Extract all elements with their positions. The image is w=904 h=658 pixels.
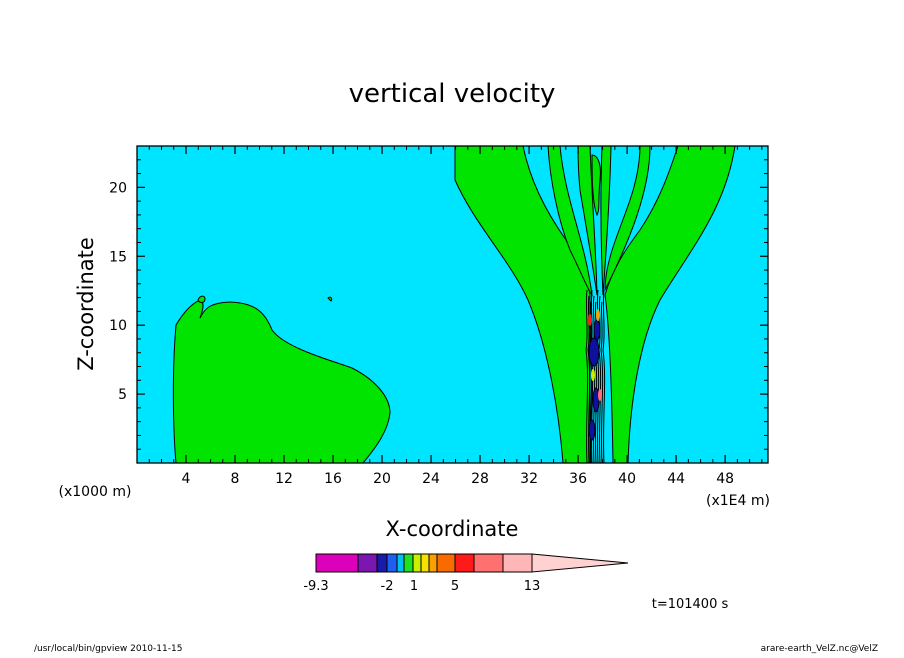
x-tick-label: 36 <box>569 471 587 487</box>
contour-small-dot <box>327 296 333 302</box>
contour-left-dot <box>197 295 206 303</box>
core-downdraft <box>593 319 601 341</box>
x-tick-label: 32 <box>520 471 538 487</box>
core-updraft <box>598 389 602 401</box>
contour-plume-inner-left <box>547 146 593 297</box>
contour-left-blob <box>172 299 391 463</box>
time-label: t=101400 s <box>652 597 729 612</box>
chart-title: vertical velocity <box>349 79 556 109</box>
y-tick-label: 15 <box>109 249 127 265</box>
colorbar-swatch <box>396 553 405 573</box>
x-tick-label: 16 <box>324 471 342 487</box>
convective-core <box>585 289 606 463</box>
core-streak <box>602 289 606 463</box>
colorbar-labels: -9.3 -2 1 5 13 <box>303 579 540 594</box>
colorbar-swatch <box>386 553 398 573</box>
x-tick-label: 12 <box>275 471 293 487</box>
x-tick-label: 20 <box>373 471 391 487</box>
y-unit-label: (x1000 m) <box>59 484 132 500</box>
colorbar-swatch <box>376 553 388 573</box>
colorbar-swatch <box>357 553 378 573</box>
core-downdraft <box>592 387 600 413</box>
x-tick-label: 40 <box>618 471 636 487</box>
contour-plume-outer <box>454 146 591 463</box>
colorbar-swatch <box>403 553 414 573</box>
colorbar-swatch <box>412 553 422 573</box>
footer-right: arare-earth_VelZ.nc@VelZ <box>761 644 878 654</box>
contour-fills <box>172 146 736 463</box>
contour-plume-inner-right <box>604 146 651 291</box>
x-tick-label: 8 <box>231 471 240 487</box>
y-tick-label: 10 <box>109 318 127 334</box>
x-unit-label: (x1E4 m) <box>706 493 770 509</box>
colorbar-swatch <box>436 553 456 573</box>
colorbar <box>315 553 629 573</box>
contour-plume-outer-right <box>604 146 736 463</box>
colorbar-swatch <box>502 553 533 573</box>
x-ticks: 4 8 12 16 20 24 28 32 36 40 44 48 <box>148 146 763 487</box>
x-tick-label: 24 <box>422 471 440 487</box>
core-updraft <box>596 309 600 321</box>
core-updraft <box>591 369 595 381</box>
colorbar-swatch <box>315 553 359 573</box>
contour-core-left <box>577 146 598 296</box>
core-streak <box>600 301 604 463</box>
footer-left: /usr/local/bin/gpview 2010-11-15 <box>34 644 182 654</box>
x-tick-label: 44 <box>667 471 685 487</box>
y-tick-label: 5 <box>118 387 127 403</box>
x-tick-label: 48 <box>716 471 734 487</box>
y-tick-label: 20 <box>109 180 127 196</box>
colorbar-label: 1 <box>410 579 418 594</box>
colorbar-swatch <box>428 553 438 573</box>
colorbar-swatch <box>473 553 504 573</box>
contour-core-top <box>591 154 601 217</box>
y-ticks: 5 10 15 20 <box>109 159 768 450</box>
x-axis-label: X-coordinate <box>386 517 519 541</box>
colorbar-arrow <box>531 553 629 573</box>
plot-frame <box>136 145 769 464</box>
colorbar-label: -9.3 <box>303 579 328 594</box>
x-tick-label: 4 <box>182 471 191 487</box>
colorbar-label: 13 <box>524 579 541 594</box>
core-downdraft <box>588 419 596 441</box>
core-streak <box>585 289 589 463</box>
colorbar-label: -2 <box>381 579 394 594</box>
x-tick-label: 28 <box>471 471 489 487</box>
core-updraft <box>588 314 592 326</box>
y-axis-label: Z-coordinate <box>74 237 98 371</box>
colorbar-swatch <box>420 553 430 573</box>
contour-core-right <box>600 146 612 296</box>
colorbar-label: 5 <box>451 579 459 594</box>
colorbar-swatch <box>454 553 475 573</box>
core-downdraft <box>588 337 600 367</box>
